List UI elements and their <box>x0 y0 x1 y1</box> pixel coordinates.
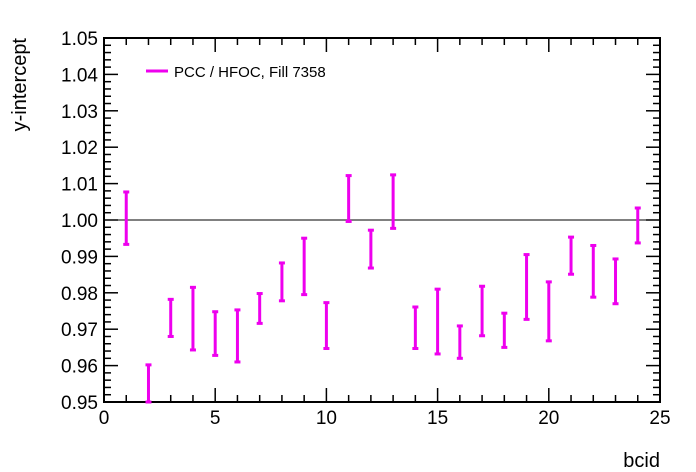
data-point <box>367 228 374 270</box>
y-tick-label: 1.03 <box>61 102 98 123</box>
y-tick-label: 0.95 <box>61 393 98 414</box>
x-tick-label: 0 <box>99 408 110 429</box>
y-tick-label: 0.99 <box>61 247 98 268</box>
data-point <box>212 310 219 357</box>
y-tick-label: 0.98 <box>61 284 98 305</box>
data-point <box>545 280 552 343</box>
data-point <box>456 324 463 360</box>
y-tick-label: 1.04 <box>61 65 98 86</box>
data-point <box>278 261 285 303</box>
x-axis-title: bcid <box>623 450 660 472</box>
y-axis-title: y-intercept <box>9 38 31 132</box>
data-point <box>523 253 530 321</box>
data-point <box>612 257 619 306</box>
data-point <box>167 297 174 338</box>
data-points-group <box>123 173 641 404</box>
legend: PCC / HFOC, Fill 7358 <box>146 64 326 81</box>
data-point <box>189 285 196 352</box>
x-tick-label: 5 <box>210 408 221 429</box>
legend-label: PCC / HFOC, Fill 7358 <box>174 64 326 81</box>
data-point <box>145 363 152 404</box>
x-tick-label: 25 <box>649 408 670 429</box>
y-tick-label: 1.01 <box>61 175 98 196</box>
y-tick-label: 0.96 <box>61 357 98 378</box>
y-tick-label: 0.97 <box>61 320 98 341</box>
data-point <box>590 243 597 299</box>
data-point <box>323 301 330 350</box>
axis-ticks-group: 0 5 10 15 20 25 0.95 0.96 0.97 0.98 0.99 1.00 1.01 1.… <box>61 29 671 429</box>
x-tick-label: 15 <box>427 408 448 429</box>
data-point <box>479 284 486 338</box>
x-tick-label: 10 <box>316 408 337 429</box>
data-point <box>123 190 130 246</box>
y-tick-label: 1.02 <box>61 138 98 159</box>
y-tick-label: 1.05 <box>61 29 98 50</box>
data-point <box>412 305 419 350</box>
data-point <box>634 206 641 245</box>
data-point <box>345 174 352 223</box>
y-tick-label: 1.00 <box>61 211 98 232</box>
data-point <box>501 311 508 349</box>
data-point <box>390 173 397 230</box>
data-point <box>301 236 308 297</box>
data-point <box>568 235 575 276</box>
data-point <box>434 287 441 356</box>
data-point <box>256 292 263 325</box>
data-point <box>234 308 241 364</box>
x-tick-label: 20 <box>538 408 559 429</box>
